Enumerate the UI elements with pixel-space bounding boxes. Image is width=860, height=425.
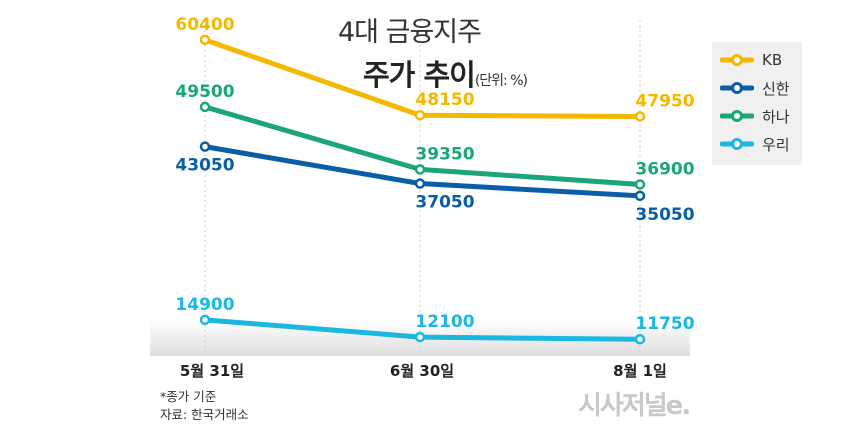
data-point [634,179,646,190]
legend-label: 우리 [762,135,790,154]
legend-line-icon [720,110,754,122]
data-label: 35050 [635,205,694,225]
legend-label: 신한 [762,79,790,98]
data-label: 37050 [415,193,474,213]
data-point [634,190,646,202]
data-point [199,141,211,152]
data-point [414,109,426,121]
legend-line-icon [720,138,754,150]
data-point [414,164,426,175]
legend-item: KB [720,50,782,70]
publisher-logo: 시사저널e. [578,391,691,421]
note-basis: *종가 기준 [160,389,217,404]
data-point [414,331,426,343]
data-label: 12100 [415,312,474,332]
data-point [634,333,646,345]
data-label: 14900 [175,295,234,315]
note-source: 자료: 한국거래소 [160,407,249,422]
legend-line-icon [720,82,754,94]
data-point [414,178,426,189]
data-point [199,34,211,46]
legend-line-icon [720,54,754,66]
legend-item: 신한 [720,78,790,98]
legend-item: 하나 [720,106,790,126]
data-label: 39350 [415,144,474,164]
data-label: 60400 [175,15,234,35]
subtitle-text: 주가 추이 [363,58,476,92]
data-label: 36900 [635,159,694,179]
chart-subtitle: 주가 추이(단위: %) [363,52,528,94]
unit-label: (단위: %) [474,73,528,89]
chart-title: 4대 금융지주 [338,17,482,48]
x-tick-label: 8월 1일 [613,362,667,380]
data-point [199,101,211,113]
x-tick-label: 5월 31일 [179,362,245,380]
data-label: 47950 [635,91,694,111]
data-point [634,111,646,122]
legend-label: 하나 [762,107,790,126]
legend-item: 우리 [720,134,790,154]
data-label: 43050 [175,156,234,176]
data-label: 49500 [175,82,234,102]
legend-label: KB [762,51,783,69]
data-label: 11750 [635,314,694,334]
x-tick-label: 6월 30일 [389,362,455,380]
data-point [199,314,211,326]
data-label: 48150 [415,90,474,110]
